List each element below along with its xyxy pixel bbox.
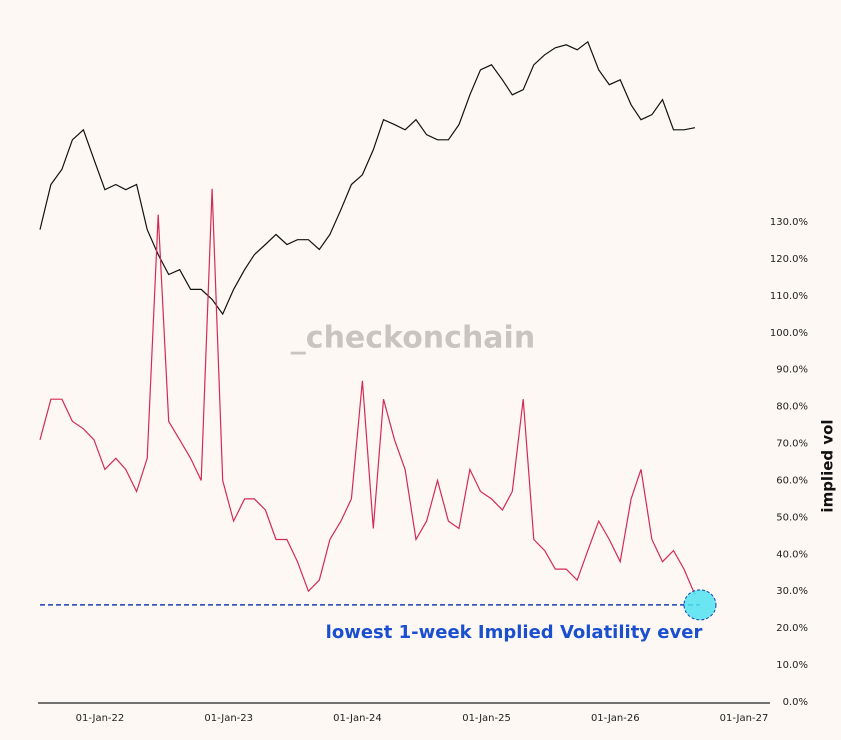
x-tick-label: 01-Jan-24 [333,713,382,724]
y-tick-label: 20.0% [776,623,808,634]
x-tick-label: 01-Jan-22 [76,713,125,724]
y-tick-label: 0.0% [783,697,808,708]
y-tick-label: 60.0% [776,475,808,486]
series-line [39,188,696,596]
x-tick-label: 01-Jan-25 [462,713,511,724]
y-tick-label: 40.0% [776,549,808,560]
y-axis-label: implied vol [819,419,837,512]
y-tick-label: 130.0% [770,217,808,228]
y-tick-label: 110.0% [770,291,808,302]
y-tick-label: 80.0% [776,402,808,413]
y-tick-label: 10.0% [776,660,808,671]
y-tick-label: 100.0% [770,328,808,339]
y-tick-label: 120.0% [770,254,808,265]
y-tick-label: 50.0% [776,512,808,523]
annotation: lowest 1-week Implied Volatility ever [326,622,703,643]
highlight-circle [683,589,717,621]
series-line [39,40,696,316]
x-tick-label: 01-Jan-23 [204,713,253,724]
watermark: _checkonchain [291,321,535,356]
y-tick-label: 70.0% [776,439,808,450]
y-tick-label: 90.0% [776,365,808,376]
x-tick-label: 01-Jan-27 [720,713,769,724]
y-tick-label: 30.0% [776,586,808,597]
x-tick-label: 01-Jan-26 [591,713,640,724]
